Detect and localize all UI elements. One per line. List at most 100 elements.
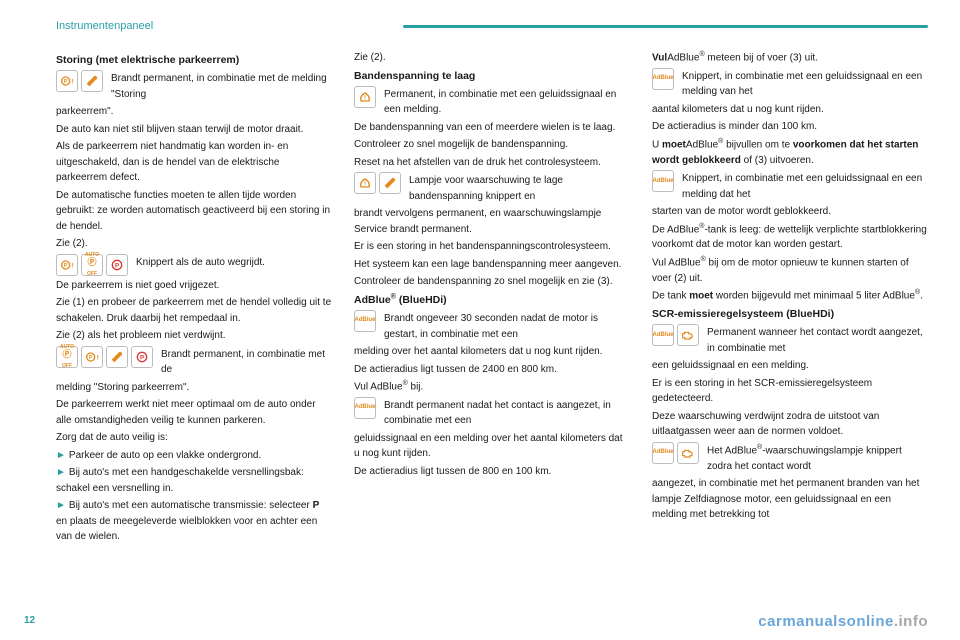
- text: De parkeerrem is niet goed vrijgezet.: [56, 278, 332, 294]
- text: AdBlue: [354, 294, 391, 306]
- icon-paragraph: AdBlue Brandt permanent nadat het contac…: [354, 397, 630, 429]
- tyre-pressure-icon: !: [354, 86, 376, 108]
- bullet: ►Bij auto's met een automatische transmi…: [56, 498, 332, 545]
- arrow-icon: ►: [56, 500, 66, 511]
- text: moet: [689, 291, 713, 302]
- svg-text:!: !: [72, 262, 74, 269]
- column-3: VulAdBlue® meteen bij of voer (3) uit. A…: [652, 50, 928, 547]
- engine-icon: [677, 324, 699, 346]
- text: Zie (2).: [354, 50, 630, 66]
- text: Het AdBlue®-waarschuwingslampje knippert…: [707, 442, 928, 474]
- text: Vul AdBlue® bij.: [354, 379, 630, 395]
- text: worden bijgevuld met minimaal 5 liter Ad…: [713, 291, 915, 302]
- text: Permanent, in combinatie met een geluids…: [384, 86, 630, 118]
- text: Zie (2) als het probleem niet verdwijnt.: [56, 328, 332, 344]
- text: Vul AdBlue: [652, 257, 701, 268]
- text: De parkeerrem werkt niet meer optimaal o…: [56, 397, 332, 428]
- adblue-icon: AdBlue: [354, 397, 376, 419]
- heading: Storing (met elektrische parkeerrem): [56, 52, 332, 68]
- adblue-icon: AdBlue: [652, 442, 674, 464]
- arrow-icon: ►: [56, 450, 66, 461]
- icon-row: AdBlue: [652, 442, 699, 464]
- text: VulAdBlue® meteen bij of voer (3) uit.: [652, 50, 928, 66]
- text: (BlueHDi): [396, 294, 447, 306]
- column-1: Storing (met elektrische parkeerrem) P! …: [56, 50, 332, 547]
- parking-brake-icon: P!: [81, 346, 103, 368]
- icon-paragraph: AdBlue Permanent wanneer het contact wor…: [652, 324, 928, 356]
- icon-paragraph: AdBlue Knippert, in combinatie met een g…: [652, 170, 928, 202]
- icon-row: AdBlue: [652, 170, 674, 192]
- auto-p-off-icon: AUTOⓅOFF: [81, 254, 103, 276]
- text: Als de parkeerrem niet handmatig kan wor…: [56, 139, 332, 186]
- text: De actieradius is minder dan 100 km.: [652, 119, 928, 135]
- icon-row: P!: [56, 70, 103, 92]
- text: melding "Storing parkeerrem".: [56, 380, 332, 396]
- icon-row: P! AUTOⓅOFF P: [56, 254, 128, 276]
- text: geluidssignaal en een melding over het a…: [354, 431, 630, 462]
- arrow-icon: ►: [56, 467, 66, 478]
- text: Controleer zo snel mogelijk de bandenspa…: [354, 137, 630, 153]
- text: Er is een storing in het bandenspannings…: [354, 239, 630, 255]
- wrench-icon: [106, 346, 128, 368]
- text: Zorg dat de auto veilig is:: [56, 430, 332, 446]
- text: Zie (1) en probeer de parkeerrem met de …: [56, 295, 332, 326]
- icon-paragraph: P! Brandt permanent, in combinatie met d…: [56, 70, 332, 102]
- icon-paragraph: AdBlue Brandt ongeveer 30 seconden nadat…: [354, 310, 630, 342]
- text: De actieradius ligt tussen de 2400 en 80…: [354, 362, 630, 378]
- text: moet: [662, 139, 686, 150]
- text: De bandenspanning van een of meerdere wi…: [354, 120, 630, 136]
- text: bij.: [408, 381, 424, 392]
- text: een geluidssignaal en een melding.: [652, 358, 928, 374]
- text: Bij auto's met een automatische transmis…: [69, 500, 313, 511]
- text: U moetAdBlue® bijvullen om te voorkomen …: [652, 137, 928, 168]
- text: Het systeem kan een lage bandenspanning …: [354, 257, 630, 273]
- text: en plaats de meegeleverde wielblokken vo…: [56, 516, 317, 543]
- column-2: Zie (2). Bandenspanning te laag ! Perman…: [354, 50, 630, 547]
- svg-text:!: !: [364, 95, 366, 101]
- text: Brandt permanent, in combinatie met de m…: [111, 70, 332, 102]
- text: De automatische functies moeten te allen…: [56, 188, 332, 235]
- text: AdBlue: [686, 139, 718, 150]
- text: bijvullen om te: [723, 139, 792, 150]
- adblue-icon: AdBlue: [652, 324, 674, 346]
- svg-text:!: !: [364, 182, 366, 188]
- text: De tank moet worden bijgevuld met minima…: [652, 288, 928, 304]
- icon-paragraph: ! Lampje voor waarschuwing te lage bande…: [354, 172, 630, 204]
- text: De actieradius ligt tussen de 800 en 100…: [354, 464, 630, 480]
- text: aantal kilometers dat u nog kunt rijden.: [652, 102, 928, 118]
- page-number: 12: [24, 615, 35, 626]
- icon-paragraph: AdBlue Het AdBlue®-waarschuwingslampje k…: [652, 442, 928, 474]
- text: parkeerrem".: [56, 104, 332, 120]
- parking-brake-icon: P!: [56, 70, 78, 92]
- text: starten van de motor wordt geblokkeerd.: [652, 204, 928, 220]
- bullet: ►Bij auto's met een handgeschakelde vers…: [56, 465, 332, 496]
- parking-brake-icon: P!: [56, 254, 78, 276]
- footer-part2: .info: [894, 613, 928, 630]
- text: Permanent wanneer het contact wordt aang…: [707, 324, 928, 356]
- icon-row: AdBlue: [652, 324, 699, 346]
- icon-paragraph: ! Permanent, in combinatie met een gelui…: [354, 86, 630, 118]
- text: Knippert als de auto wegrijdt.: [136, 254, 332, 271]
- svg-text:P: P: [89, 355, 93, 361]
- text: Knippert, in combinatie met een geluidss…: [682, 68, 928, 100]
- icon-row: !: [354, 86, 376, 108]
- adblue-icon: AdBlue: [652, 170, 674, 192]
- icon-row: !: [354, 172, 401, 194]
- adblue-icon: AdBlue: [354, 310, 376, 332]
- svg-text:!: !: [72, 79, 74, 86]
- text: brandt vervolgens permanent, en waarschu…: [354, 206, 630, 237]
- svg-text:!: !: [97, 354, 99, 361]
- text: Knippert, in combinatie met een geluidss…: [682, 170, 928, 202]
- auto-p-off-icon: AUTOⓅOFF: [56, 346, 78, 368]
- icon-paragraph: AdBlue Knippert, in combinatie met een g…: [652, 68, 928, 100]
- text: melding over het aantal kilometers dat u…: [354, 344, 630, 360]
- svg-text:P: P: [64, 263, 68, 269]
- text: Bij auto's met een handgeschakelde versn…: [56, 467, 304, 494]
- text: Vul AdBlue: [354, 381, 403, 392]
- text: of (3) uitvoeren.: [741, 155, 814, 166]
- text: Brandt ongeveer 30 seconden nadat de mot…: [384, 310, 630, 342]
- footer-url: carmanualsonline.info: [758, 613, 928, 630]
- icon-row: AUTOⓅOFF P! P: [56, 346, 153, 368]
- text: .: [920, 291, 923, 302]
- heading: AdBlue® (BlueHDi): [354, 292, 630, 308]
